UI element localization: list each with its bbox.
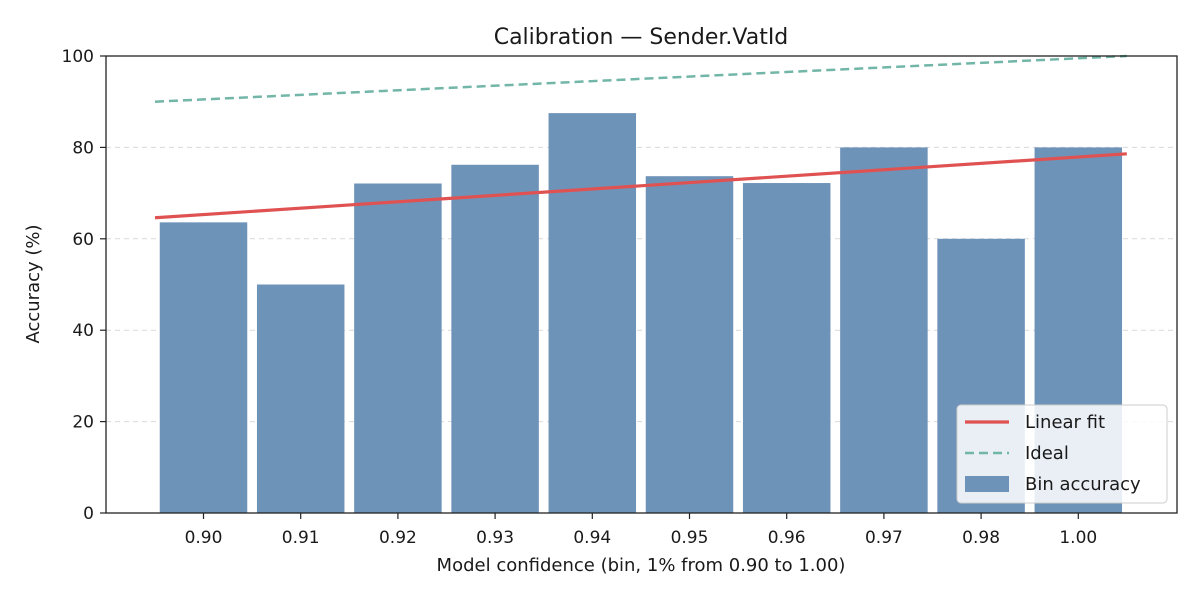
- bar: [742, 183, 831, 513]
- x-tick-label: 0.92: [379, 528, 417, 548]
- linear-fit-line: [154, 152, 1127, 220]
- chart-title: Calibration — Sender.VatId: [494, 25, 789, 50]
- legend-box: [956, 404, 1168, 504]
- y-axis-label: Accuracy (%): [23, 224, 44, 343]
- bar: [451, 164, 539, 514]
- y-tick-label: 0: [83, 504, 94, 524]
- x-axis-ticks: 0.90 0.91 0.92 0.93 0.94 0.95 0.96 0.97 0.98 1.00: [185, 513, 1097, 548]
- x-tick-label: 0.98: [962, 528, 1000, 548]
- bar: [159, 222, 248, 513]
- y-tick-label: 20: [72, 413, 94, 433]
- x-tick-label: 0.93: [476, 528, 514, 548]
- legend-label: Ideal: [1025, 443, 1069, 464]
- x-tick-label: 0.97: [865, 528, 903, 548]
- x-axis-label: Model confidence (bin, 1% from 0.90 to 1…: [437, 555, 846, 576]
- x-tick-label: 0.94: [573, 528, 611, 548]
- bar: [840, 147, 928, 513]
- y-tick-label: 80: [72, 138, 94, 158]
- legend: Linear fit Ideal Bin accuracy: [956, 404, 1168, 504]
- ideal-line: [154, 54, 1127, 103]
- y-tick-label: 40: [72, 321, 94, 341]
- x-tick-label: 1.00: [1059, 528, 1097, 548]
- legend-swatch-bin-accuracy: [965, 476, 1009, 492]
- x-tick-label: 0.96: [768, 528, 806, 548]
- y-tick-label: 100: [62, 47, 94, 67]
- bar: [548, 113, 637, 513]
- x-tick-label: 0.90: [185, 528, 223, 548]
- legend-label: Bin accuracy: [1025, 474, 1141, 495]
- legend-label: Linear fit: [1025, 412, 1105, 433]
- x-tick-label: 0.95: [671, 528, 709, 548]
- bar: [256, 284, 345, 513]
- bar: [645, 176, 734, 514]
- plot-frame: [105, 55, 1178, 514]
- line-series: [154, 54, 1127, 220]
- bar: [354, 183, 442, 514]
- y-axis-ticks: 0 20 40 60 80 100: [62, 47, 106, 524]
- x-tick-label: 0.91: [282, 528, 320, 548]
- y-tick-label: 60: [72, 230, 94, 250]
